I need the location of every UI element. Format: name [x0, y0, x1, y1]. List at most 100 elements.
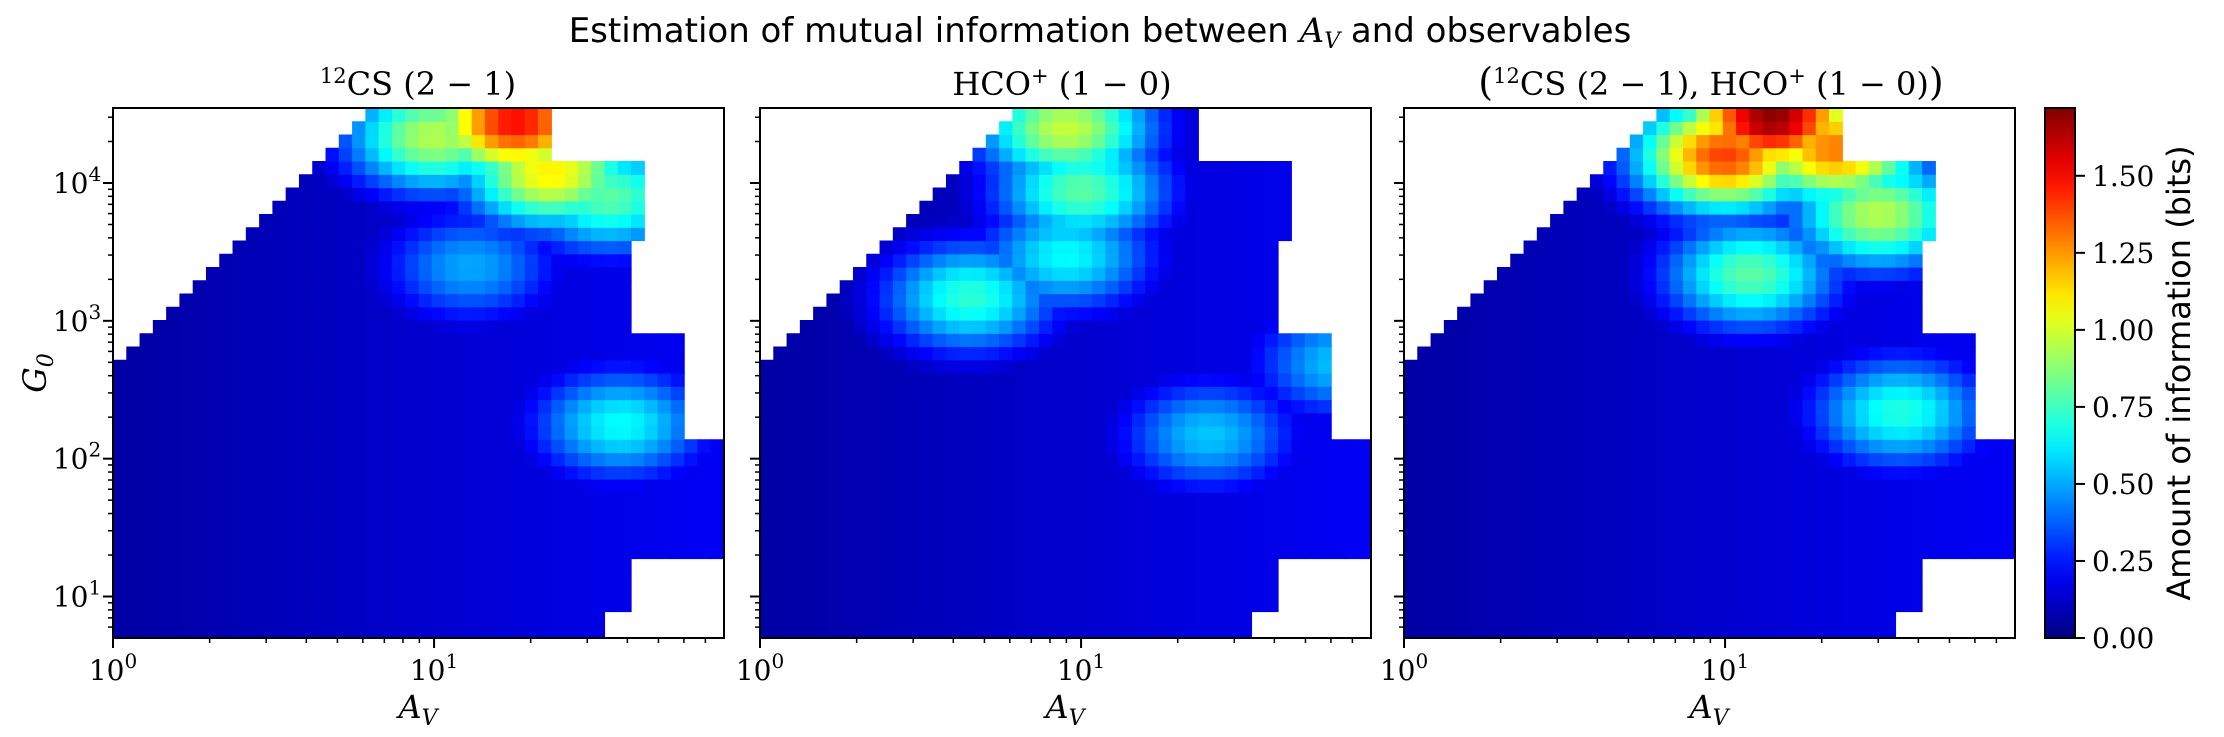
heatmap-cell	[1709, 439, 1724, 454]
heatmap-cell	[1065, 518, 1080, 533]
heatmap-cell	[1185, 518, 1199, 533]
heatmap-cell	[1855, 280, 1870, 295]
heatmap-cell	[1496, 598, 1511, 613]
heatmap-cell	[192, 624, 207, 639]
heatmap-cell	[551, 558, 566, 573]
heatmap-cell	[604, 373, 619, 387]
heatmap-cell	[1696, 585, 1711, 599]
heatmap-cell	[1722, 492, 1737, 507]
heatmap-cell	[1065, 439, 1080, 454]
heatmap-cell	[1802, 227, 1817, 242]
heatmap-cell	[139, 492, 154, 507]
heatmap-cell	[551, 598, 566, 613]
heatmap-cell	[1523, 532, 1538, 546]
heatmap-cell	[1211, 399, 1226, 414]
heatmap-cell	[1802, 306, 1817, 321]
heatmap-cell	[431, 492, 446, 507]
heatmap-cell	[1789, 174, 1804, 189]
heatmap-cell	[1065, 161, 1080, 175]
heatmap-cell	[391, 545, 406, 560]
heatmap-cell	[431, 585, 446, 599]
heatmap-cell	[1145, 359, 1160, 374]
heatmap-cell	[1171, 611, 1186, 626]
heatmap-cell	[471, 187, 486, 202]
heatmap-cell	[1709, 147, 1724, 162]
heatmap-cell	[1696, 452, 1711, 467]
heatmap-cell	[1238, 611, 1253, 626]
heatmap-cell	[285, 412, 300, 427]
heatmap-cell	[418, 187, 433, 202]
heatmap-cell	[484, 479, 499, 493]
heatmap-cell	[1842, 598, 1857, 613]
heatmap-cell	[378, 359, 393, 374]
heatmap-cell	[298, 465, 313, 480]
heatmap-cell	[999, 558, 1013, 573]
heatmap-cell	[1882, 240, 1897, 255]
heatmap-cell	[1211, 505, 1226, 520]
heatmap-cell	[538, 134, 552, 149]
heatmap-cell	[1510, 306, 1525, 321]
heatmap-cell	[1895, 280, 1910, 295]
heatmap-cell	[1563, 439, 1578, 454]
heatmap-cell	[1842, 518, 1857, 533]
heatmap-cell	[511, 558, 526, 573]
heatmap-cell	[1669, 161, 1684, 175]
heatmap-cell	[604, 240, 619, 255]
heatmap-cell	[1317, 333, 1332, 348]
heatmap-cell	[1145, 412, 1160, 427]
heatmap-cell	[298, 227, 313, 242]
heatmap-cell	[471, 598, 486, 613]
heatmap-cell	[232, 624, 247, 639]
heatmap-cell	[1470, 479, 1485, 493]
heatmap-cell	[205, 479, 220, 493]
heatmap-cell	[1895, 386, 1910, 401]
heatmap-cell	[1616, 253, 1631, 268]
heatmap-cell	[365, 571, 380, 586]
heatmap-cell	[458, 439, 473, 454]
heatmap-cell	[799, 452, 814, 467]
heatmap-cell	[219, 479, 234, 493]
heatmap-cell	[1523, 598, 1538, 613]
heatmap-cell	[312, 545, 327, 560]
heatmap-cell	[1291, 545, 1306, 560]
heatmap-cell	[1417, 585, 1432, 599]
heatmap-cell	[1012, 280, 1027, 295]
heatmap-cell	[1443, 333, 1458, 348]
heatmap-cell	[1629, 465, 1644, 480]
heatmap-cell	[1331, 505, 1346, 520]
heatmap-cell	[1185, 121, 1199, 136]
heatmap-cell	[139, 479, 154, 493]
heatmap-cell	[1198, 306, 1213, 321]
heatmap-cell	[298, 399, 313, 414]
heatmap-cell	[245, 412, 260, 427]
heatmap-cell	[1012, 320, 1027, 334]
heatmap-cell	[1948, 492, 1963, 507]
heatmap-cell	[932, 200, 947, 215]
heatmap-cell	[1025, 571, 1040, 586]
heatmap-cell	[166, 333, 181, 348]
heatmap-cell	[1589, 611, 1604, 626]
heatmap-cell	[1065, 505, 1080, 520]
heatmap-cell	[1105, 214, 1120, 228]
heatmap-cell	[1882, 187, 1897, 202]
heatmap-cell	[524, 293, 539, 308]
heatmap-cell	[826, 426, 841, 440]
heatmap-cell	[1158, 452, 1173, 467]
colorbar-tick-label: 1.25	[2092, 237, 2154, 270]
heatmap-cell	[524, 174, 539, 189]
heatmap-cell	[352, 253, 366, 268]
heatmap-cell	[232, 611, 247, 626]
heatmap-cell	[999, 426, 1013, 440]
heatmap-cell	[773, 532, 788, 546]
heatmap-cell	[352, 585, 366, 599]
heatmap-cell	[1563, 280, 1578, 295]
heatmap-cell	[1696, 121, 1711, 136]
heatmap-cell	[1829, 426, 1843, 440]
heatmap-cell	[524, 505, 539, 520]
heatmap-cell	[852, 624, 867, 639]
heatmap-cell	[431, 373, 446, 387]
heatmap-cell	[126, 624, 141, 639]
heatmap-cell	[760, 439, 774, 454]
heatmap-cell	[484, 611, 499, 626]
heatmap-cell	[879, 293, 894, 308]
